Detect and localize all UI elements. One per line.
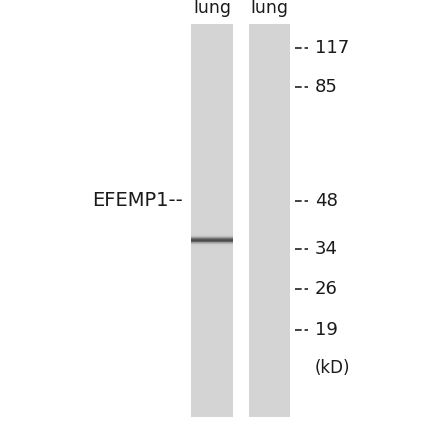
Bar	[191, 24, 233, 417]
Text: 85: 85	[315, 78, 337, 96]
Text: 34: 34	[315, 240, 337, 258]
Text: 117: 117	[315, 39, 349, 56]
Text: lung: lung	[250, 0, 289, 17]
Text: lung: lung	[193, 0, 231, 17]
Bar	[249, 24, 290, 417]
Text: 26: 26	[315, 280, 337, 298]
Text: EFEMP1--: EFEMP1--	[92, 191, 183, 210]
Text: 19: 19	[315, 321, 337, 339]
Text: (kD): (kD)	[315, 359, 350, 377]
Text: 48: 48	[315, 192, 337, 209]
